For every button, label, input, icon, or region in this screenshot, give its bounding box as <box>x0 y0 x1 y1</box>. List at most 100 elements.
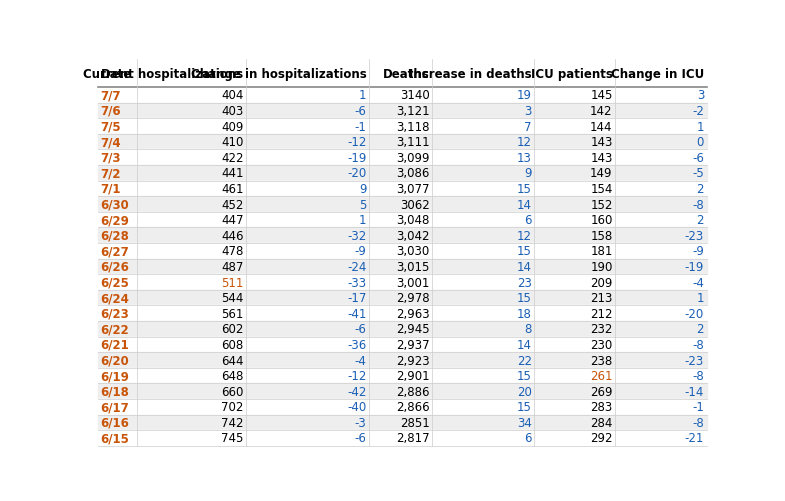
Bar <box>98 150 706 166</box>
Text: 478: 478 <box>221 245 243 258</box>
Text: 745: 745 <box>221 432 243 444</box>
Text: 487: 487 <box>221 261 243 274</box>
Text: 1: 1 <box>359 214 367 226</box>
Text: 447: 447 <box>221 214 243 226</box>
Text: 3,118: 3,118 <box>396 120 429 133</box>
Text: 6/30: 6/30 <box>100 198 130 211</box>
Bar <box>98 243 706 259</box>
Text: -32: -32 <box>347 229 367 242</box>
Text: 232: 232 <box>590 323 612 336</box>
Text: 3062: 3062 <box>400 198 429 211</box>
Text: 6: 6 <box>524 432 531 444</box>
Text: -4: -4 <box>692 276 704 289</box>
Bar <box>98 181 706 197</box>
Text: 3: 3 <box>524 105 531 118</box>
Text: -12: -12 <box>347 136 367 149</box>
Text: 3,111: 3,111 <box>396 136 429 149</box>
Text: 143: 143 <box>590 151 612 164</box>
Bar <box>98 88 706 104</box>
Text: 648: 648 <box>221 369 243 382</box>
Text: 6/22: 6/22 <box>100 323 130 336</box>
Text: 230: 230 <box>590 338 612 351</box>
Text: -23: -23 <box>685 354 704 367</box>
Text: -6: -6 <box>355 105 367 118</box>
Text: -5: -5 <box>692 167 704 180</box>
Text: 446: 446 <box>221 229 243 242</box>
Text: 742: 742 <box>221 416 243 429</box>
Bar <box>98 259 706 275</box>
Text: 149: 149 <box>590 167 612 180</box>
Bar <box>98 166 706 181</box>
Bar <box>98 337 706 353</box>
Text: 209: 209 <box>590 276 612 289</box>
Text: -2: -2 <box>692 105 704 118</box>
Text: 2,923: 2,923 <box>396 354 429 367</box>
Text: 1: 1 <box>359 89 367 102</box>
Text: 15: 15 <box>517 182 531 195</box>
Text: 2: 2 <box>696 182 704 195</box>
Text: 142: 142 <box>590 105 612 118</box>
Text: 6/21: 6/21 <box>100 338 130 351</box>
Text: 15: 15 <box>517 245 531 258</box>
Text: -8: -8 <box>692 198 704 211</box>
Text: 18: 18 <box>517 307 531 320</box>
Text: 3,042: 3,042 <box>396 229 429 242</box>
Bar <box>98 321 706 337</box>
Text: 181: 181 <box>590 245 612 258</box>
Bar <box>98 415 706 430</box>
Text: 2: 2 <box>696 214 704 226</box>
Text: -9: -9 <box>355 245 367 258</box>
Text: 2,963: 2,963 <box>396 307 429 320</box>
Bar <box>98 368 706 384</box>
Text: -8: -8 <box>692 369 704 382</box>
Text: 403: 403 <box>221 105 243 118</box>
Bar <box>98 430 706 446</box>
Text: 6/23: 6/23 <box>100 307 130 320</box>
Text: 544: 544 <box>221 292 243 305</box>
Text: 644: 644 <box>221 354 243 367</box>
Text: 1: 1 <box>696 120 704 133</box>
Text: 7/4: 7/4 <box>100 136 121 149</box>
Bar <box>98 119 706 135</box>
Text: Change in ICU: Change in ICU <box>611 68 704 81</box>
Text: 12: 12 <box>517 136 531 149</box>
Text: -21: -21 <box>685 432 704 444</box>
Text: -14: -14 <box>685 385 704 398</box>
Text: -23: -23 <box>685 229 704 242</box>
Text: 284: 284 <box>590 416 612 429</box>
Text: 7/1: 7/1 <box>100 182 121 195</box>
Text: -8: -8 <box>692 416 704 429</box>
Text: 15: 15 <box>517 292 531 305</box>
Text: -6: -6 <box>355 323 367 336</box>
Text: 7/5: 7/5 <box>100 120 121 133</box>
Text: 283: 283 <box>590 400 612 413</box>
Text: 511: 511 <box>221 276 243 289</box>
Text: 292: 292 <box>590 432 612 444</box>
Text: Change in hospitalizations: Change in hospitalizations <box>191 68 367 81</box>
Text: 2: 2 <box>696 323 704 336</box>
Text: 145: 145 <box>590 89 612 102</box>
Text: 3,086: 3,086 <box>396 167 429 180</box>
Text: -19: -19 <box>347 151 367 164</box>
Text: 9: 9 <box>359 182 367 195</box>
Text: 23: 23 <box>517 276 531 289</box>
Bar <box>98 212 706 228</box>
Text: 409: 409 <box>221 120 243 133</box>
Text: 6/28: 6/28 <box>100 229 130 242</box>
Text: 19: 19 <box>517 89 531 102</box>
Text: 7/2: 7/2 <box>100 167 121 180</box>
Text: 152: 152 <box>590 198 612 211</box>
Text: 12: 12 <box>517 229 531 242</box>
Text: 22: 22 <box>517 354 531 367</box>
Text: 2,866: 2,866 <box>396 400 429 413</box>
Text: 158: 158 <box>590 229 612 242</box>
Text: 702: 702 <box>221 400 243 413</box>
Bar <box>98 197 706 212</box>
Text: 261: 261 <box>590 369 612 382</box>
Text: 3,048: 3,048 <box>396 214 429 226</box>
Text: 2,945: 2,945 <box>396 323 429 336</box>
Text: 2,978: 2,978 <box>396 292 429 305</box>
Text: 6: 6 <box>524 214 531 226</box>
Bar <box>98 228 706 243</box>
Text: 13: 13 <box>517 151 531 164</box>
